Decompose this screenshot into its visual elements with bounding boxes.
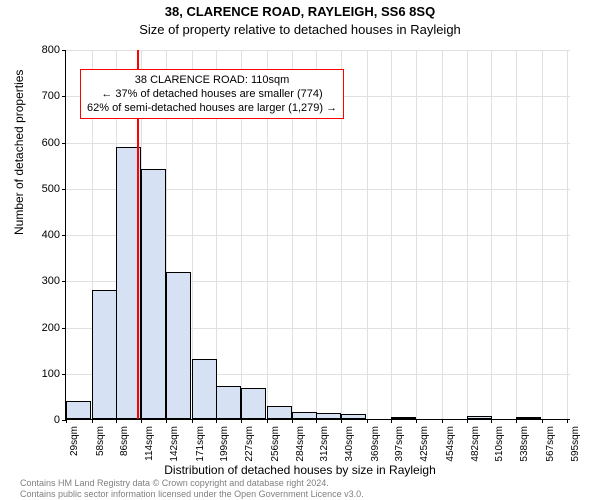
histogram-bar [192, 359, 217, 419]
x-tick-label: 538sqm [519, 426, 530, 466]
grid-line [442, 50, 443, 419]
y-tick-label: 700 [20, 90, 60, 102]
x-axis-label: Distribution of detached houses by size … [0, 463, 600, 477]
x-tick-label: 29sqm [69, 426, 80, 466]
annotation-line: 62% of semi-detached houses are larger (… [87, 101, 337, 115]
footnote-1: Contains HM Land Registry data © Crown c… [20, 478, 329, 488]
y-tick-label: 100 [20, 368, 60, 380]
grid-line [367, 50, 368, 419]
x-tick-label: 86sqm [119, 426, 130, 466]
y-tick-label: 200 [20, 322, 60, 334]
y-tick-label: 300 [20, 275, 60, 287]
x-tick-label: 454sqm [445, 426, 456, 466]
histogram-bar [267, 406, 292, 419]
histogram-bar [66, 401, 91, 419]
x-tick-label: 595sqm [570, 426, 581, 466]
x-tick-label: 369sqm [370, 426, 381, 466]
x-tick-label: 567sqm [545, 426, 556, 466]
x-tick-label: 397sqm [394, 426, 405, 466]
x-tick-label: 510sqm [494, 426, 505, 466]
y-tick-label: 500 [20, 183, 60, 195]
x-tick-label: 227sqm [244, 426, 255, 466]
y-tick-label: 400 [20, 229, 60, 241]
histogram-bar [467, 416, 492, 419]
y-tick-label: 0 [20, 414, 60, 426]
grid-line [567, 50, 568, 419]
histogram-bar [316, 413, 341, 419]
x-tick-label: 142sqm [169, 426, 180, 466]
annotation-line: 38 CLARENCE ROAD: 110sqm [87, 73, 337, 87]
footnote-2: Contains public sector information licen… [20, 489, 364, 499]
chart-subtitle: Size of property relative to detached ho… [0, 22, 600, 37]
histogram-bar [391, 417, 416, 419]
x-tick-label: 340sqm [344, 426, 355, 466]
y-tick-label: 600 [20, 137, 60, 149]
grid-line [516, 50, 517, 419]
y-tick-label: 800 [20, 44, 60, 56]
histogram-bar [216, 386, 241, 419]
annotation-line: ← 37% of detached houses are smaller (77… [87, 87, 337, 101]
x-tick-label: 284sqm [295, 426, 306, 466]
histogram-bar [241, 388, 266, 419]
grid-line [467, 50, 468, 419]
histogram-bar [92, 290, 117, 419]
histogram-bar [516, 417, 541, 419]
histogram-bar [166, 272, 191, 419]
histogram-bar [141, 169, 166, 419]
x-tick-label: 199sqm [219, 426, 230, 466]
grid-line [416, 50, 417, 419]
chart-container: 38, CLARENCE ROAD, RAYLEIGH, SS6 8SQ Siz… [0, 0, 600, 500]
grid-line [391, 50, 392, 419]
x-tick-label: 256sqm [270, 426, 281, 466]
grid-line [491, 50, 492, 419]
x-tick-label: 425sqm [419, 426, 430, 466]
x-tick-label: 58sqm [95, 426, 106, 466]
histogram-bar [341, 414, 366, 419]
x-tick-label: 312sqm [319, 426, 330, 466]
x-tick-label: 482sqm [470, 426, 481, 466]
chart-title: 38, CLARENCE ROAD, RAYLEIGH, SS6 8SQ [0, 4, 600, 19]
grid-line [542, 50, 543, 419]
histogram-bar [292, 412, 317, 419]
x-tick-label: 171sqm [195, 426, 206, 466]
annotation-box: 38 CLARENCE ROAD: 110sqm← 37% of detache… [80, 69, 344, 120]
x-tick-label: 114sqm [144, 426, 155, 466]
